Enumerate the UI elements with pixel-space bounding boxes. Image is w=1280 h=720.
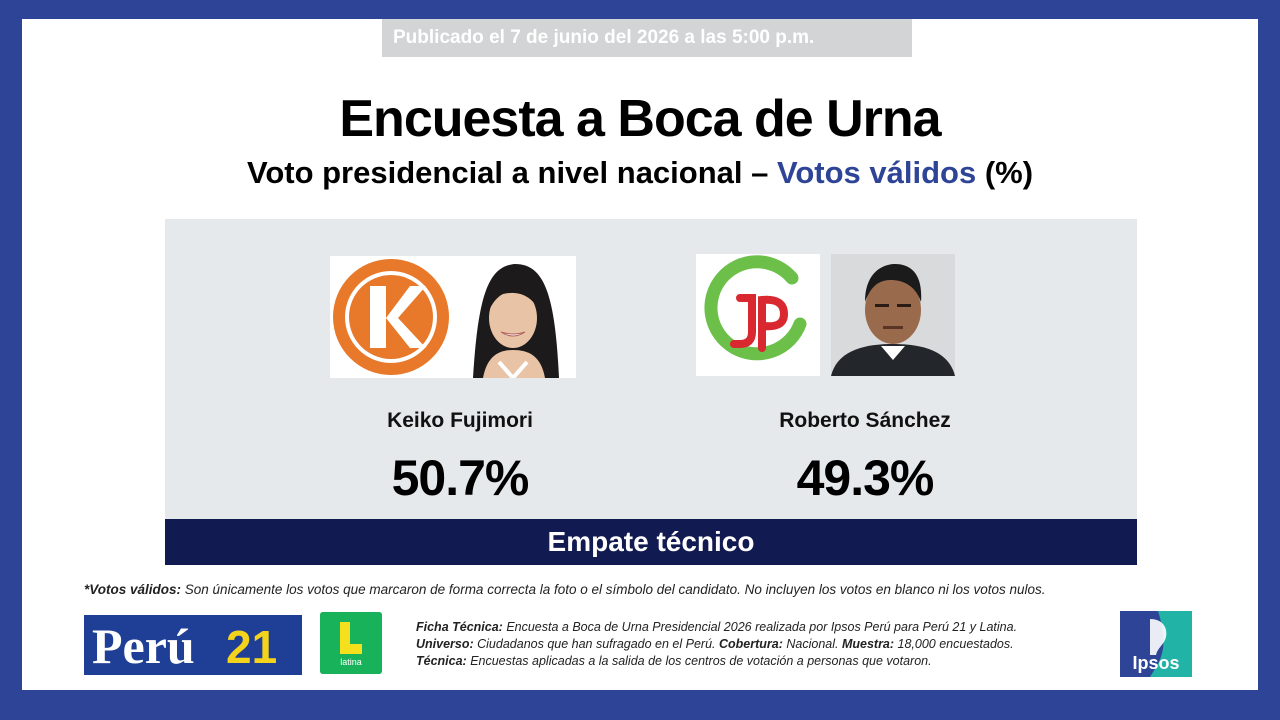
fuerza-popular-k-icon [333,259,449,375]
infographic-card: Publicado el 7 de junio del 2026 a las 5… [22,19,1258,690]
fuerza-popular-logo [330,256,453,378]
muestra-label: Muestra: [841,637,895,651]
footnote-text: Son únicamente los votos que marcaron de… [181,582,1046,597]
candidate-percent: 49.3% [796,450,935,506]
subtitle-suffix: (%) [976,155,1034,190]
svg-text:latina: latina [340,657,362,667]
tecnica-label: Técnica: [416,654,467,668]
ipsos-wordmark-icon: Ipsos [1120,611,1192,677]
muestra-text: 18,000 encuestados. [894,637,1014,651]
published-date-banner: Publicado el 7 de junio del 2026 a las 5… [382,19,912,57]
tecnica-text: Encuestas aplicadas a la salida de los c… [466,654,932,668]
juntos-por-el-peru-logo [696,254,820,376]
person-photo-icon [453,256,576,378]
ipsos-logo: Ipsos [1120,611,1192,677]
ficha-line-2: Universo: Ciudadanos que han sufragado e… [416,636,1116,653]
svg-text:21: 21 [226,621,277,673]
results-panel: Keiko Fujimori 50.7% [165,219,1137,519]
candidate-card-fujimori: Keiko Fujimori 50.7% [165,219,576,519]
person-photo-icon [831,254,955,376]
cobertura-text: Nacional. [782,637,842,651]
peru21-logo: Perú 21 [84,615,302,675]
cobertura-label: Cobertura: [718,637,783,651]
subtitle-accent: Votos válidos [776,155,977,190]
verdict-bar: Empate técnico [165,519,1137,565]
svg-text:Perú: Perú [92,618,195,673]
universo-label: Universo: [416,637,474,651]
candidate-photo-sanchez [831,254,955,376]
page-title: Encuesta a Boca de Urna [339,90,941,148]
candidate-percent: 50.7% [391,450,530,506]
footnote-label: *Votos válidos: [84,582,182,597]
candidate-card-sanchez: Roberto Sánchez 49.3% [665,219,1065,519]
technical-sheet: Ficha Técnica: Encuesta a Boca de Urna P… [416,619,1116,670]
ficha-label: Ficha Técnica: [416,620,503,634]
latina-wordmark-icon: latina [320,612,382,674]
ficha-text: Encuesta a Boca de Urna Presidencial 202… [502,620,1018,634]
subtitle-prefix: Voto presidencial a nivel nacional – [246,155,777,190]
svg-text:Ipsos: Ipsos [1132,653,1179,673]
universo-text: Ciudadanos que han sufragado en el Perú. [473,637,719,651]
ficha-line-1: Ficha Técnica: Encuesta a Boca de Urna P… [416,619,1116,636]
latina-logo: latina [320,612,382,674]
peru21-wordmark-icon: Perú 21 [86,617,300,674]
candidate-name: Roberto Sánchez [779,409,951,432]
candidate-photo-fujimori [453,256,576,378]
candidate-name: Keiko Fujimori [387,409,533,432]
page-subtitle: Voto presidencial a nivel nacional – Vot… [22,155,1258,191]
valid-votes-footnote: *Votos válidos: Son únicamente los votos… [84,582,1204,597]
juntos-por-el-peru-jp-icon [704,255,807,361]
ficha-line-3: Técnica: Encuestas aplicadas a la salida… [416,653,1116,670]
